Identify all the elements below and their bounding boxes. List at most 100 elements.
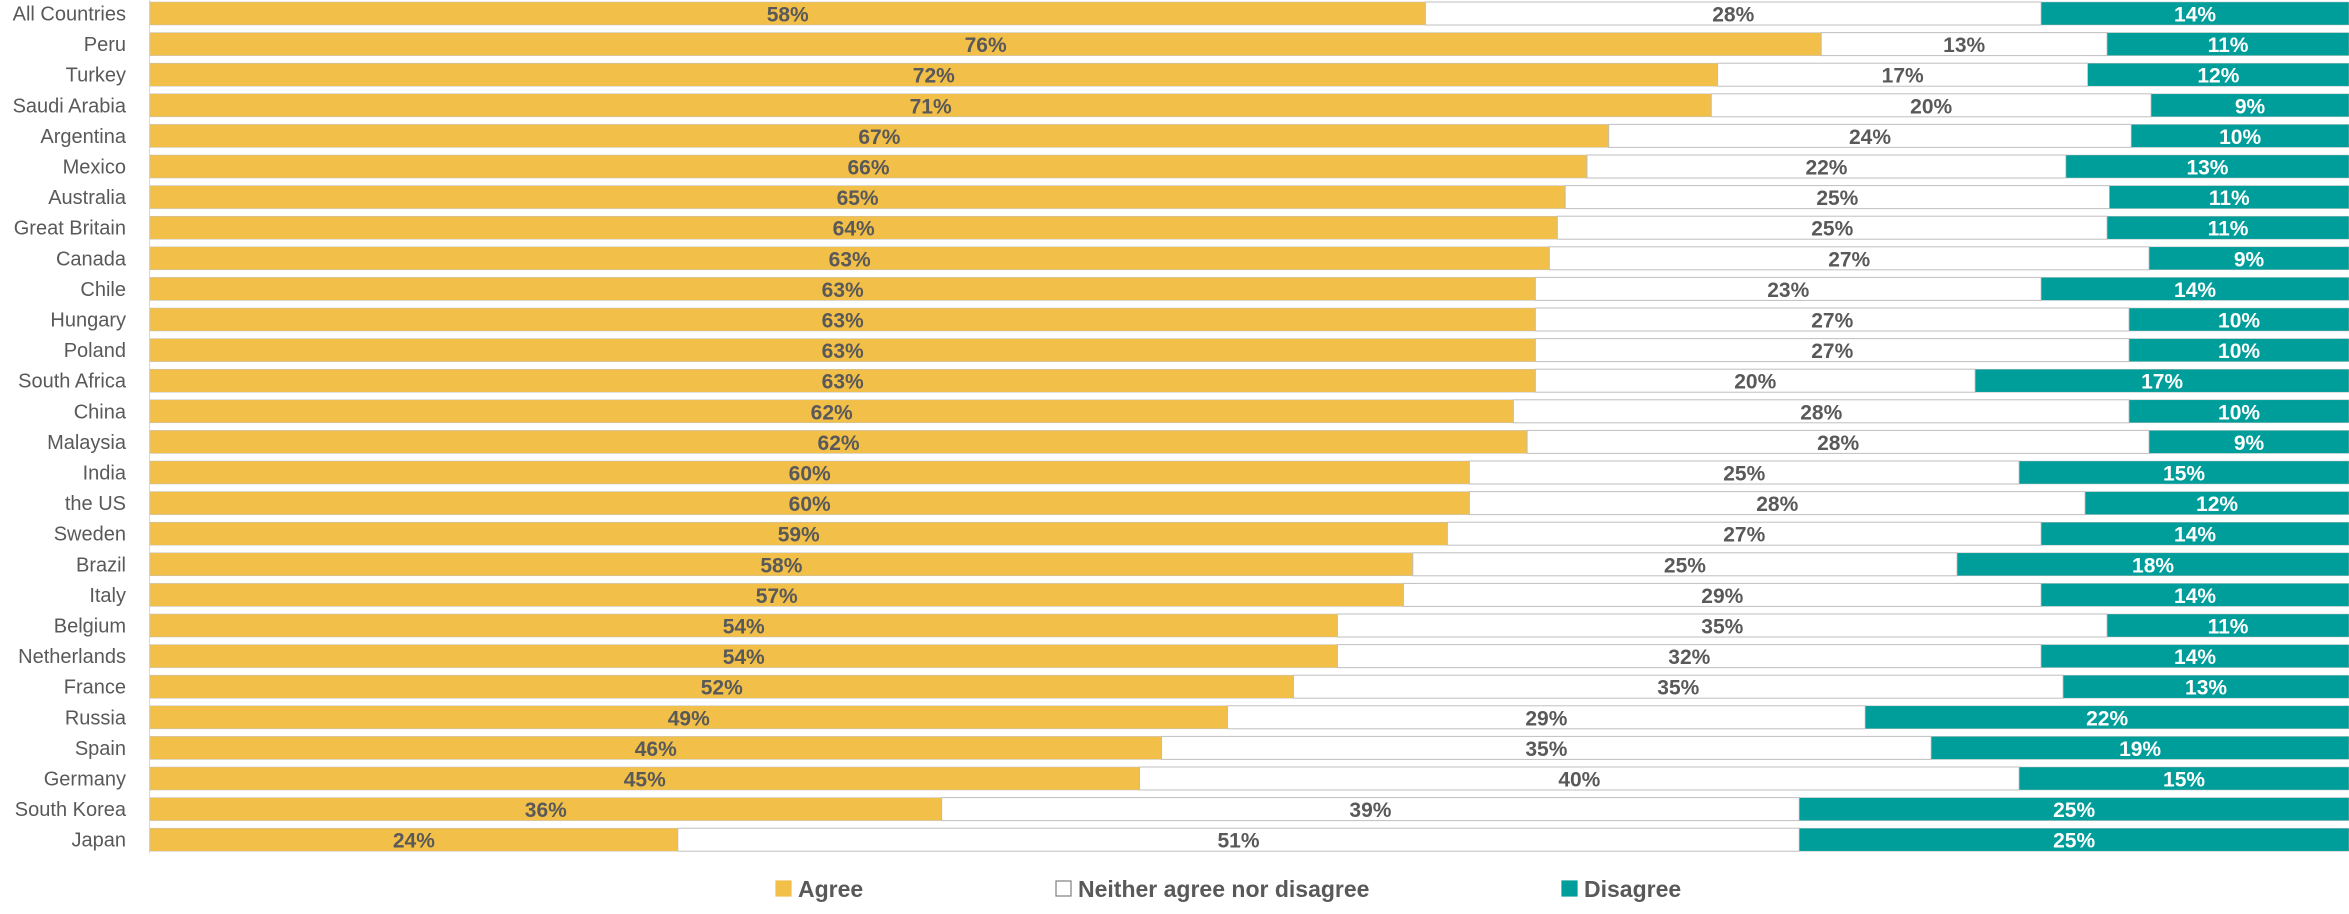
value-label-agree-india: 60% bbox=[789, 463, 831, 486]
value-label-disagree-france: 13% bbox=[2185, 677, 2227, 700]
value-label-agree-netherlands: 54% bbox=[723, 646, 765, 669]
value-label-disagree-australia: 11% bbox=[2209, 187, 2250, 210]
value-label-neither-agree-nor-disagree-south-africa: 20% bbox=[1734, 371, 1776, 394]
legend-label-agree: Agree bbox=[798, 876, 863, 902]
category-label-south-africa: South Africa bbox=[18, 371, 127, 393]
category-label-brazil: Brazil bbox=[76, 554, 126, 576]
value-label-disagree-the-us: 12% bbox=[2196, 493, 2238, 516]
value-label-neither-agree-nor-disagree-india: 25% bbox=[1723, 463, 1765, 486]
value-label-agree-canada: 63% bbox=[829, 248, 871, 271]
value-label-disagree-brazil: 18% bbox=[2132, 554, 2174, 577]
value-label-agree-the-us: 60% bbox=[789, 493, 831, 516]
legend-swatch-disagree bbox=[1562, 881, 1577, 896]
value-label-disagree-china: 10% bbox=[2218, 401, 2260, 424]
value-label-neither-agree-nor-disagree-south-korea: 39% bbox=[1349, 799, 1391, 822]
value-label-agree-south-korea: 36% bbox=[525, 799, 567, 822]
value-label-agree-argentina: 67% bbox=[858, 126, 900, 149]
legend-swatch-neither-agree-nor-disagree bbox=[1056, 881, 1071, 896]
value-label-neither-agree-nor-disagree-argentina: 24% bbox=[1849, 126, 1891, 149]
value-label-disagree-peru: 11% bbox=[2208, 34, 2249, 57]
value-label-agree-sweden: 59% bbox=[778, 524, 820, 547]
value-label-agree-germany: 45% bbox=[624, 769, 666, 792]
value-label-neither-agree-nor-disagree-japan: 51% bbox=[1217, 830, 1259, 853]
value-label-neither-agree-nor-disagree-russia: 29% bbox=[1525, 707, 1567, 730]
value-label-disagree-great-britain: 11% bbox=[2208, 218, 2249, 241]
value-label-disagree-netherlands: 14% bbox=[2174, 646, 2216, 669]
value-label-neither-agree-nor-disagree-malaysia: 28% bbox=[1817, 432, 1859, 455]
value-label-agree-france: 52% bbox=[701, 677, 743, 700]
value-label-disagree-canada: 9% bbox=[2234, 248, 2265, 271]
value-label-agree-poland: 63% bbox=[822, 340, 864, 363]
legend-swatch-agree bbox=[776, 881, 791, 896]
value-label-disagree-chile: 14% bbox=[2174, 279, 2216, 302]
value-label-neither-agree-nor-disagree-china: 28% bbox=[1800, 401, 1842, 424]
value-label-neither-agree-nor-disagree-mexico: 22% bbox=[1805, 157, 1847, 180]
value-label-disagree-poland: 10% bbox=[2218, 340, 2260, 363]
category-label-turkey: Turkey bbox=[66, 65, 126, 87]
value-label-disagree-sweden: 14% bbox=[2174, 524, 2216, 547]
value-label-neither-agree-nor-disagree-spain: 35% bbox=[1525, 738, 1567, 761]
category-label-chile: Chile bbox=[80, 279, 126, 301]
category-label-the-us: the US bbox=[65, 493, 126, 515]
value-label-agree-spain: 46% bbox=[635, 738, 677, 761]
legend-label-disagree: Disagree bbox=[1584, 876, 1681, 902]
value-label-neither-agree-nor-disagree-australia: 25% bbox=[1816, 187, 1858, 210]
category-label-mexico: Mexico bbox=[63, 157, 126, 179]
value-label-agree-belgium: 54% bbox=[723, 616, 765, 639]
value-label-agree-italy: 57% bbox=[756, 585, 798, 608]
value-label-neither-agree-nor-disagree-saudi-arabia: 20% bbox=[1910, 95, 1952, 118]
category-label-great-britain: Great Britain bbox=[14, 218, 126, 240]
category-label-canada: Canada bbox=[56, 248, 127, 270]
value-label-neither-agree-nor-disagree-great-britain: 25% bbox=[1811, 218, 1853, 241]
value-label-agree-japan: 24% bbox=[393, 830, 435, 853]
value-label-disagree-russia: 22% bbox=[2086, 707, 2128, 730]
value-label-neither-agree-nor-disagree-peru: 13% bbox=[1943, 34, 1985, 57]
value-label-disagree-belgium: 11% bbox=[2208, 616, 2249, 639]
value-label-agree-russia: 49% bbox=[668, 707, 710, 730]
value-label-neither-agree-nor-disagree-sweden: 27% bbox=[1723, 524, 1765, 547]
value-label-agree-malaysia: 62% bbox=[818, 432, 860, 455]
category-label-netherlands: Netherlands bbox=[18, 646, 126, 668]
value-label-agree-south-africa: 63% bbox=[822, 371, 864, 394]
value-label-neither-agree-nor-disagree-italy: 29% bbox=[1701, 585, 1743, 608]
value-label-neither-agree-nor-disagree-the-us: 28% bbox=[1756, 493, 1798, 516]
value-label-neither-agree-nor-disagree-belgium: 35% bbox=[1701, 616, 1743, 639]
value-label-neither-agree-nor-disagree-france: 35% bbox=[1657, 677, 1699, 700]
category-label-india: India bbox=[83, 463, 127, 485]
category-label-china: China bbox=[74, 401, 127, 423]
value-label-agree-china: 62% bbox=[811, 401, 853, 424]
value-label-disagree-spain: 19% bbox=[2119, 738, 2161, 761]
category-label-poland: Poland bbox=[64, 340, 126, 362]
value-label-disagree-mexico: 13% bbox=[2186, 157, 2228, 180]
value-label-disagree-all-countries: 14% bbox=[2174, 4, 2216, 27]
value-label-agree-all-countries: 58% bbox=[767, 4, 809, 27]
value-label-disagree-hungary: 10% bbox=[2218, 310, 2260, 333]
category-label-russia: Russia bbox=[65, 707, 127, 729]
value-label-neither-agree-nor-disagree-chile: 23% bbox=[1767, 279, 1809, 302]
value-label-neither-agree-nor-disagree-hungary: 27% bbox=[1811, 310, 1853, 333]
bars-layer: 58%28%14%76%13%11%72%17%12%71%20%9%67%24… bbox=[150, 0, 2349, 853]
value-label-neither-agree-nor-disagree-germany: 40% bbox=[1558, 769, 1600, 792]
value-label-neither-agree-nor-disagree-netherlands: 32% bbox=[1668, 646, 1710, 669]
category-label-saudi-arabia: Saudi Arabia bbox=[13, 95, 127, 117]
value-label-disagree-argentina: 10% bbox=[2219, 126, 2261, 149]
value-label-agree-great-britain: 64% bbox=[833, 218, 875, 241]
value-label-agree-hungary: 63% bbox=[822, 310, 864, 333]
value-label-neither-agree-nor-disagree-canada: 27% bbox=[1828, 248, 1870, 271]
value-label-disagree-turkey: 12% bbox=[2197, 65, 2239, 88]
category-label-germany: Germany bbox=[44, 769, 126, 791]
value-label-agree-mexico: 66% bbox=[847, 157, 889, 180]
value-label-agree-australia: 65% bbox=[837, 187, 879, 210]
category-label-south-korea: South Korea bbox=[15, 799, 127, 821]
value-label-disagree-italy: 14% bbox=[2174, 585, 2216, 608]
category-label-malaysia: Malaysia bbox=[47, 432, 127, 454]
value-label-disagree-japan: 25% bbox=[2053, 830, 2095, 853]
category-label-japan: Japan bbox=[72, 830, 127, 852]
category-label-spain: Spain bbox=[75, 738, 126, 760]
category-label-sweden: Sweden bbox=[54, 524, 126, 546]
category-label-france: France bbox=[64, 677, 126, 699]
